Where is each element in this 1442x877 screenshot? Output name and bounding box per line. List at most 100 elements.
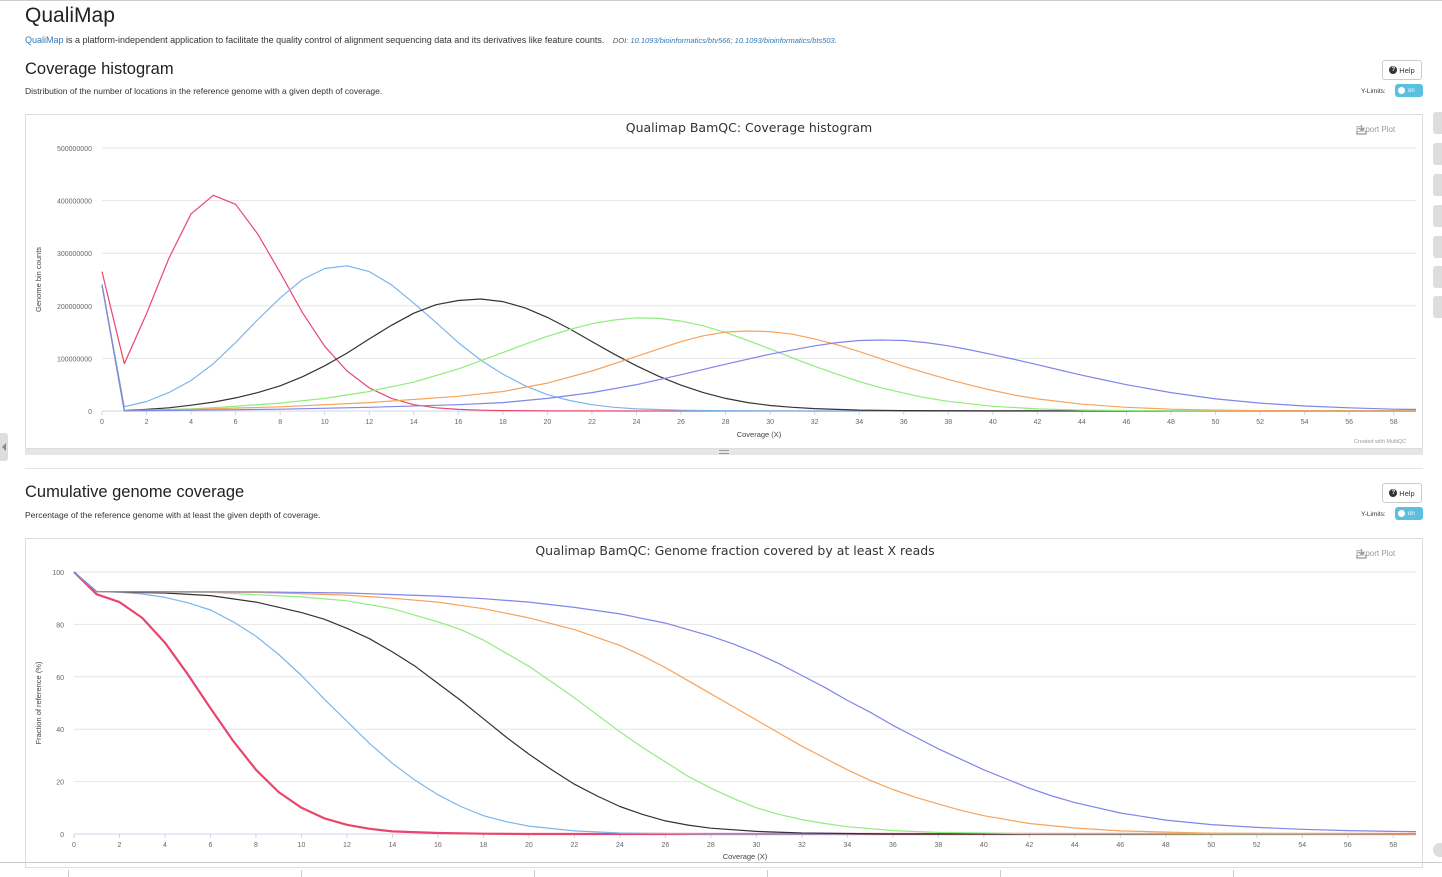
toggle-knob [1398,510,1405,517]
series-line-1 [73,571,1416,836]
toolbox-tab-6[interactable] [1433,266,1442,288]
footer-tick [534,870,535,877]
x-tick-label: 52 [1253,842,1261,849]
toolbox-tab-3[interactable] [1433,174,1442,196]
cumulative-coverage-title: Cumulative genome coverage [25,483,245,501]
page-title: QualiMap [25,4,115,27]
toolbox-tab-4[interactable] [1433,205,1442,227]
x-tick-label: 30 [766,419,774,426]
doi-label: DOI: [612,36,629,45]
y-tick-label: 20 [56,780,64,787]
help-button[interactable]: ? Help [1382,60,1422,80]
x-tick-label: 38 [934,842,942,849]
ylimits-toggle[interactable]: on [1395,84,1423,97]
x-tick-label: 40 [980,842,988,849]
x-tick-label: 0 [100,419,104,426]
help-label: Help [1399,488,1415,498]
series-line-4 [73,571,1417,835]
x-tick-label: 38 [944,419,952,426]
module-intro: QualiMap is a platform-independent appli… [25,35,837,45]
x-tick-label: 54 [1301,419,1309,426]
x-tick-label: 40 [989,419,997,426]
toggle-label: on [1408,510,1415,517]
doi-link-1[interactable]: 10.1093/bioinformatics/btv566 [630,36,731,45]
x-tick-label: 28 [722,419,730,426]
y-tick-label: 100000000 [57,356,92,363]
footer-tick [1233,870,1234,877]
x-tick-label: 14 [410,419,418,426]
scroll-top-button[interactable] [1433,843,1442,857]
x-tick-label: 58 [1389,842,1397,849]
footer-divider [0,862,1442,863]
x-tick-label: 6 [234,419,238,426]
y-tick-label: 300000000 [57,251,92,258]
x-tick-label: 18 [499,419,507,426]
x-tick-label: 52 [1256,419,1264,426]
qualimap-link[interactable]: QualiMap [25,35,64,45]
toolbox-tab-1[interactable] [1433,112,1442,134]
y-tick-label: 0 [60,832,64,839]
series-line-5 [73,571,1417,835]
export-plot-button[interactable]: Export Plot [1356,125,1395,135]
ylimits-toggle-2[interactable]: on [1395,507,1423,520]
top-border [0,0,1442,1]
sidebar-toggle-tab[interactable] [0,433,8,461]
x-tick-label: 24 [616,842,624,849]
x-tick-label: 32 [811,419,819,426]
x-tick-label: 56 [1345,419,1353,426]
question-icon: ? [1389,66,1398,74]
x-tick-label: 44 [1078,419,1086,426]
y-tick-label: 80 [56,622,64,629]
x-tick-label: 46 [1123,419,1131,426]
coverage-histogram-plot[interactable]: 0 100000000 200000000 300000000 400000000 500… [25,114,1423,449]
doi-link-2[interactable]: 10.1093/bioinformatics/bts503 [734,36,835,45]
series-line-2 [73,571,1416,835]
x-tick-label: 6 [209,842,213,849]
toolbox-tab-5[interactable] [1433,236,1442,258]
download-icon [1356,549,1367,559]
series-line-3 [101,284,1417,412]
toolbox-tab-2[interactable] [1433,143,1442,165]
series-line-1 [101,194,1416,412]
chart-title: Qualimap BamQC: Genome fraction covered … [535,543,934,558]
plot-resize-handle[interactable] [25,449,1423,455]
coverage-histogram-description: Distribution of the number of locations … [25,86,383,96]
x-tick-label: 50 [1212,419,1220,426]
x-tick-label: 58 [1390,419,1398,426]
chart-title: Qualimap BamQC: Coverage histogram [626,120,873,135]
x-tick-label: 20 [544,419,552,426]
doi-separator: ; [730,36,733,45]
download-icon [1356,125,1367,135]
x-tick-label: 36 [889,842,897,849]
y-tick-label: 100 [52,570,64,577]
x-tick-label: 26 [677,419,685,426]
x-tick-label: 18 [480,842,488,849]
x-tick-label: 22 [588,419,596,426]
toggle-label: on [1408,87,1415,94]
x-tick-label: 54 [1298,842,1306,849]
x-tick-label: 46 [1116,842,1124,849]
x-tick-label: 34 [843,842,851,849]
cumulative-coverage-plot[interactable]: 0 20 40 60 80 100 0 2 4 6 8 10 12 14 16 18 20 22 24 26 28 30 3… [25,538,1423,868]
x-tick-label: 8 [278,419,282,426]
x-tick-label: 22 [571,842,579,849]
footer-tick [68,870,69,877]
x-tick-label: 20 [525,842,533,849]
x-axis-label: Coverage (X) [723,852,768,861]
x-tick-label: 50 [1207,842,1215,849]
x-tick-label: 56 [1344,842,1352,849]
x-tick-label: 32 [798,842,806,849]
x-tick-label: 34 [855,419,863,426]
x-tick-label: 10 [298,842,306,849]
ylimits-label: Y-Limits: [1361,88,1386,95]
x-tick-label: 12 [343,842,351,849]
help-button-2[interactable]: ? Help [1382,483,1422,503]
x-tick-label: 28 [707,842,715,849]
x-axis-label: Coverage (X) [737,430,782,439]
footer-tick [301,870,302,877]
toolbox-tab-7[interactable] [1433,296,1442,318]
help-label: Help [1399,65,1415,75]
doi-end: . [834,36,837,45]
y-tick-label: 0 [88,409,92,416]
export-plot-button-2[interactable]: Export Plot [1356,549,1395,559]
